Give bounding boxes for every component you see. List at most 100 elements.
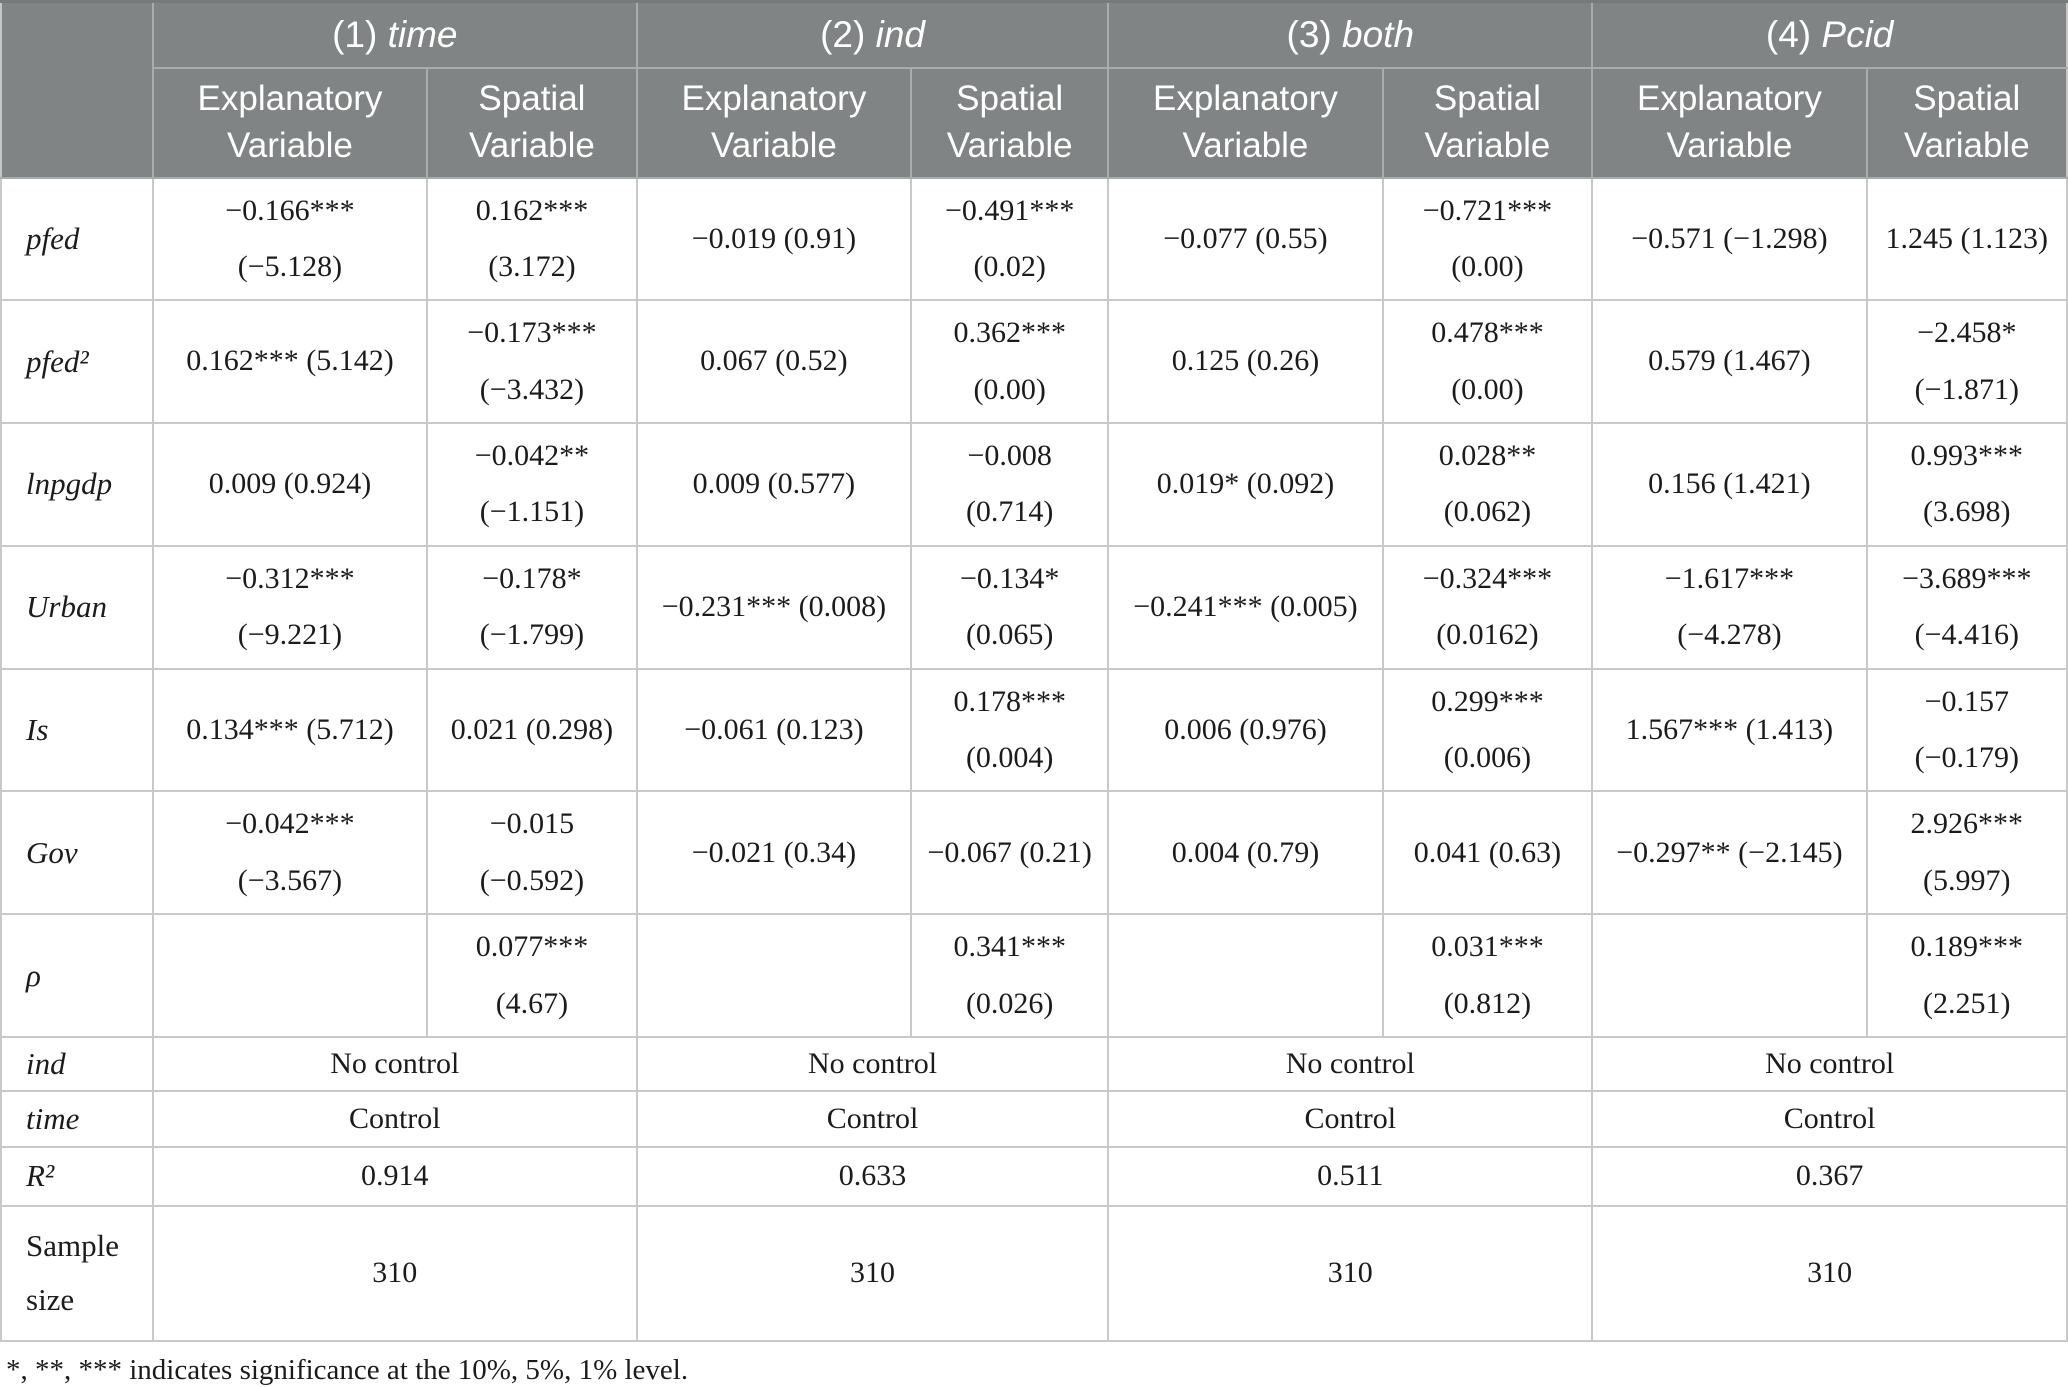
header-line: Variable	[1666, 125, 1793, 165]
cell-value: −0.721***	[1422, 193, 1553, 227]
table-cell: 0.006 (0.976)	[1107, 667, 1384, 793]
table-row-time-control: time Control Control Control Control	[0, 1089, 2068, 1148]
header-line: Spatial	[956, 79, 1064, 119]
cell-tstat: (−3.567)	[237, 863, 343, 897]
table-cell: −0.134* (0.065)	[910, 544, 1110, 670]
column-header-explanatory: Explanatory Variable	[635, 66, 913, 179]
cell-tstat: (0.026)	[965, 986, 1054, 1020]
cell-value: 0.993***	[1910, 439, 2024, 473]
cell-value: 0.006 (0.976)	[1164, 712, 1327, 746]
row-label: Is	[0, 667, 154, 793]
cell-value: 0.478***	[1431, 316, 1544, 350]
cell-value: 1.567*** (1.413)	[1625, 712, 1834, 746]
cell-value: −0.491***	[944, 193, 1075, 227]
table-cell: −0.324*** (0.0162)	[1381, 544, 1594, 670]
cell-value: −0.178*	[482, 561, 582, 595]
table-cell: −0.231*** (0.008)	[635, 544, 913, 670]
table-cell: No control	[1107, 1035, 1594, 1092]
row-label: lnpgdp	[0, 422, 154, 547]
cell-value: 0.156 (1.421)	[1648, 467, 1811, 501]
table-cell: −0.157 (−0.179)	[1865, 667, 2068, 793]
table-cell: −0.178* (−1.799)	[426, 544, 638, 670]
table-cell: Control	[1107, 1089, 1594, 1148]
cell-value: 0.067 (0.52)	[700, 344, 848, 378]
table-cell	[1591, 913, 1868, 1038]
cell-value: −0.008	[967, 439, 1052, 473]
column-header-spatial: Spatial Variable	[1865, 66, 2067, 179]
table-cell	[151, 913, 429, 1038]
table-cell: 0.134*** (5.712)	[151, 667, 429, 793]
row-label: ρ	[0, 913, 154, 1038]
column-header-explanatory: Explanatory Variable	[152, 66, 429, 179]
table-cell: −0.008 (0.714)	[910, 422, 1110, 547]
table-cell: −0.571 (−1.298)	[1591, 176, 1868, 302]
table-cell: 0.162*** (5.142)	[151, 299, 429, 425]
header-line: Variable	[1182, 125, 1309, 165]
table-cell: 0.031*** (0.812)	[1381, 913, 1594, 1038]
table-row-r-squared: R² 0.914 0.633 0.511 0.367	[0, 1145, 2068, 1207]
table-cell: 0.156 (1.421)	[1591, 422, 1868, 547]
table-cell: 0.004 (0.79)	[1107, 790, 1384, 916]
table-cell: 0.511	[1107, 1145, 1594, 1207]
table-cell: −0.015 (−0.592)	[426, 790, 638, 916]
model-number: (2)	[820, 13, 866, 55]
cell-value: −0.067 (0.21)	[927, 835, 1092, 869]
model-number: (4)	[1765, 13, 1812, 55]
cell-tstat: (0.00)	[1451, 372, 1524, 406]
header-line: Variable	[1903, 125, 2030, 165]
table-cell: 0.299*** (0.006)	[1381, 667, 1594, 793]
cell-tstat: (0.065)	[965, 618, 1054, 652]
cell-tstat: (0.02)	[973, 249, 1046, 283]
table-cell: 0.041 (0.63)	[1381, 790, 1594, 916]
table-cell: −0.019 (0.91)	[635, 176, 913, 302]
cell-tstat: (−1.151)	[479, 495, 585, 529]
header-line: Spatial	[1433, 79, 1541, 119]
table-cell: 2.926*** (5.997)	[1865, 790, 2068, 916]
table-row-pfed: pfed −0.166*** (−5.128) 0.162*** (3.172) −…	[0, 176, 2068, 302]
table-cell: 0.914	[151, 1145, 638, 1207]
column-header-spatial: Spatial Variable	[910, 66, 1110, 179]
cell-tstat: (3.172)	[488, 249, 576, 283]
cell-value: −0.231*** (0.008)	[661, 590, 887, 624]
table-header: (1) time (2) ind (3) both (4) Pcid Expla…	[1, 1, 2067, 179]
table-cell: 310	[151, 1204, 638, 1342]
table-cell: −0.241*** (0.005)	[1107, 544, 1384, 670]
table-cell: 0.021 (0.298)	[426, 667, 638, 793]
cell-value: 0.004 (0.79)	[1171, 835, 1320, 869]
cell-tstat: (−0.179)	[1914, 741, 2019, 775]
cell-value: −0.061 (0.123)	[684, 712, 864, 746]
cell-value: 1.245 (1.123)	[1885, 221, 2049, 255]
column-header-spatial: Spatial Variable	[426, 66, 638, 179]
cell-value: −0.324***	[1422, 561, 1553, 595]
table-cell: −0.042** (−1.151)	[426, 422, 638, 547]
table-cell: Control	[1591, 1089, 2068, 1148]
table-cell: −1.617*** (−4.278)	[1591, 544, 1868, 670]
cell-value: −0.015	[489, 807, 575, 841]
significance-footnote: *, **, *** indicates significance at the…	[6, 1353, 689, 1386]
table-cell: Control	[151, 1089, 638, 1148]
cell-tstat: (−0.592)	[479, 863, 585, 897]
table-row-lnpgdp: lnpgdp 0.009 (0.924) −0.042** (−1.151) 0.…	[0, 422, 2068, 547]
table-cell: 1.245 (1.123)	[1865, 176, 2068, 302]
table-cell: −0.061 (0.123)	[635, 667, 913, 793]
cell-tstat: (−5.128)	[237, 249, 343, 283]
cell-tstat: (3.698)	[1923, 495, 2011, 529]
cell-value: −0.042**	[474, 439, 590, 473]
cell-value: −0.021 (0.34)	[691, 835, 857, 869]
header-line: Variable	[946, 125, 1073, 165]
table-cell: No control	[1591, 1035, 2068, 1092]
column-header-spatial: Spatial Variable	[1381, 66, 1594, 179]
cell-value: 0.125 (0.26)	[1171, 344, 1320, 378]
table-cell: 0.367	[1591, 1145, 2068, 1207]
model-name: Pcid	[1821, 13, 1894, 55]
table-cell: −0.312*** (−9.221)	[151, 544, 429, 670]
cell-tstat: (−1.871)	[1914, 372, 2019, 406]
table-cell: Control	[635, 1089, 1110, 1148]
header-line: Spatial	[1913, 79, 2021, 119]
table-cell: −0.077 (0.55)	[1107, 176, 1384, 302]
cell-value: 0.162***	[475, 193, 589, 227]
table-cell: 0.579 (1.467)	[1591, 299, 1868, 425]
header-line: Spatial	[478, 79, 586, 119]
cell-tstat: (4.67)	[495, 986, 569, 1020]
